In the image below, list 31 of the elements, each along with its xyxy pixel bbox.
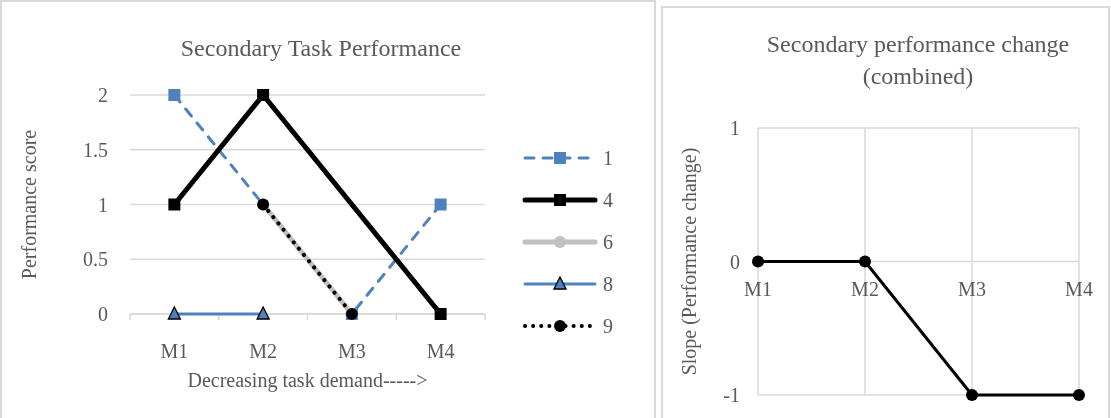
y-tick-label: -1 — [723, 384, 740, 406]
y-tick-label: 1 — [730, 117, 740, 139]
point — [434, 308, 447, 320]
legend-label: 1 — [603, 147, 613, 169]
x-tick-label: M2 — [851, 277, 879, 300]
chart-title: Secondary performance change (combined) — [766, 31, 1070, 89]
legend-label: 4 — [603, 189, 613, 211]
x-tick-label: M1 — [744, 277, 772, 300]
y-axis-title: Performance score — [18, 129, 40, 280]
x-tick-label: M3 — [337, 340, 366, 362]
y-tick-label: 2 — [98, 84, 108, 106]
x-tick-label: M1 — [160, 340, 189, 362]
x-tick-label: M3 — [958, 277, 986, 300]
y-axis-title: Slope (Performance change) — [678, 147, 701, 376]
point — [257, 89, 270, 101]
x-tick-label: M4 — [1065, 277, 1093, 300]
x-tick-label: M2 — [249, 340, 278, 362]
legend-label: 8 — [603, 273, 613, 295]
y-tick-label: 0.5 — [83, 248, 108, 271]
chart-title: Secondary Task Performance — [180, 35, 462, 61]
legend-label: 6 — [603, 231, 613, 253]
point — [168, 89, 181, 101]
point — [168, 198, 181, 211]
y-tick-label: 0 — [98, 303, 108, 325]
y-tick-label: 1.5 — [83, 138, 108, 161]
legend-label: 9 — [603, 315, 613, 337]
x-axis-title: Decreasing task demand-----> — [187, 369, 428, 392]
point — [434, 198, 447, 211]
y-tick-label: 1 — [98, 193, 108, 216]
x-tick-label: M4 — [426, 340, 455, 362]
y-tick-label: 0 — [730, 250, 740, 273]
